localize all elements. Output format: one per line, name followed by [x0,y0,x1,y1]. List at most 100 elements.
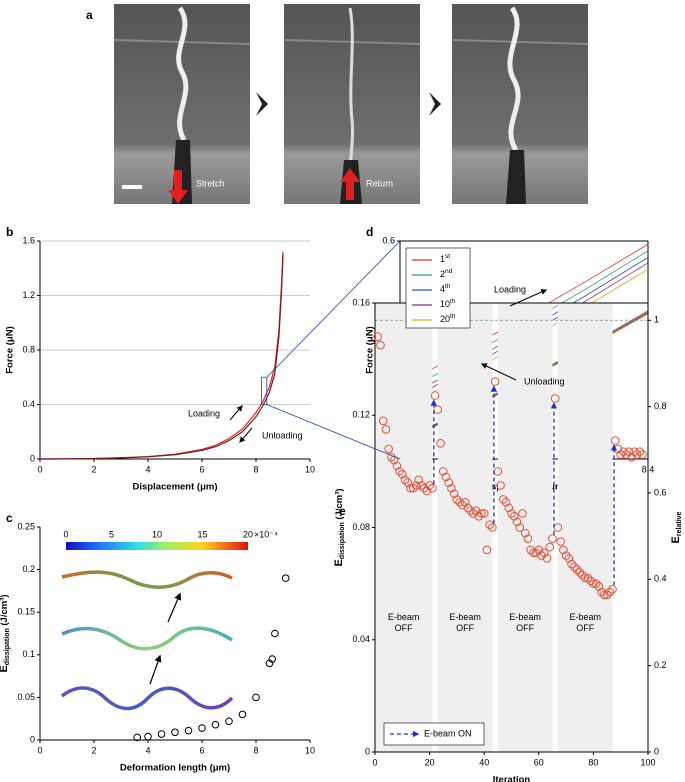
data-point [395,467,404,476]
data-point [627,453,636,462]
data-point [572,565,582,574]
data-point [378,416,388,426]
y-tick-label: 0.15 [17,607,35,617]
data-point [474,511,484,521]
data-point [157,730,166,738]
data-point [414,475,423,485]
data-point [482,545,492,555]
y-tick-label: 0.8 [22,344,35,354]
data-point [438,467,448,476]
label-subscript: dissipation [4,628,11,665]
colorbar-tick-label: 10 [152,529,162,539]
data-point [406,483,415,493]
data-point [559,545,568,555]
data-point [458,500,467,510]
data-point [417,481,426,490]
y-tick-label: 0.16 [352,297,370,307]
data-point [211,720,220,729]
data-point [460,497,470,507]
x-axis-label: Iteration [493,775,531,782]
caption: Return [366,178,393,188]
x-tick-label: 40 [479,757,489,767]
data-point [575,568,585,577]
data-point [271,629,279,638]
colorbar [66,542,248,550]
region-label: E-beam OFF [509,612,541,633]
data-point [534,545,544,555]
data-point [133,733,141,742]
data-point [398,469,407,479]
y-axis-label: Erelative [670,511,683,543]
data-point [144,732,152,741]
legend-label: 4th [440,283,451,295]
colorbar-tick-label: 15 [197,529,207,539]
data-point [632,450,642,459]
shaded-region [557,303,613,752]
legend-label: 10th [440,298,456,310]
data-point [526,545,535,555]
legend-box [405,247,471,329]
data-point [586,576,595,586]
data-point [496,481,505,490]
data-point [422,486,432,496]
data-point [184,726,193,735]
annotation: Loading [494,284,526,294]
data-point [602,590,612,600]
data-point [477,509,486,518]
y-tick-label: 0.04 [352,634,370,644]
data-point [600,590,609,600]
panel-label: b [6,225,13,239]
x-tick-label: 20 [425,757,435,767]
x-tick-label: 10 [305,745,315,755]
data-point [556,537,565,546]
legend-box [383,722,485,746]
caption: Stretch [196,178,225,188]
x-tick-label: 2 [91,745,96,755]
data-point [594,582,604,591]
data-point [589,579,598,588]
x-tick-label: 6 [199,464,204,474]
y-tick-label: 0 [30,453,35,463]
ribbon-insets [60,570,234,711]
data-point [621,450,631,459]
data-point [425,481,434,490]
annotation-arrow [509,289,548,307]
data-point [436,439,445,448]
data-point [630,447,639,457]
data-point [499,495,508,504]
data-point [452,495,462,504]
data-point [548,534,557,544]
data-point [567,559,576,569]
data-point [485,520,494,529]
data-point [529,548,538,558]
x-axis-label: Deformation length (μm) [120,763,230,774]
annotation-arrow [480,363,517,381]
x-tick-label: 10 [305,464,315,474]
colorbar-multiplier: ×10⁻⁴ [254,529,278,539]
data-point [441,472,451,482]
x-tick-label: 6 [199,745,204,755]
legend-label: 20th [440,313,456,325]
y2-tick-label: 0.2 [654,660,667,670]
data-point [507,509,516,518]
data-point [520,528,530,538]
data-point [635,447,645,457]
data-point [515,523,524,532]
data-point [580,573,590,583]
y-tick-label: 1.2 [22,290,35,300]
data-point [400,475,410,485]
legend-label: 2nd [440,268,453,280]
data-point [638,450,647,459]
data-point [488,523,497,532]
y-tick-label: 0.6 [382,235,395,245]
data-point [373,332,383,341]
data-point [471,506,481,515]
data-point [376,340,385,350]
data-point [605,587,615,597]
y-tick-label: 0 [30,734,35,744]
y-tick-label: 0.05 [17,692,35,702]
panel-label: d [366,225,373,239]
data-point [561,551,571,560]
x-tick-label: 2 [91,464,96,474]
panel-label: e [339,504,346,518]
